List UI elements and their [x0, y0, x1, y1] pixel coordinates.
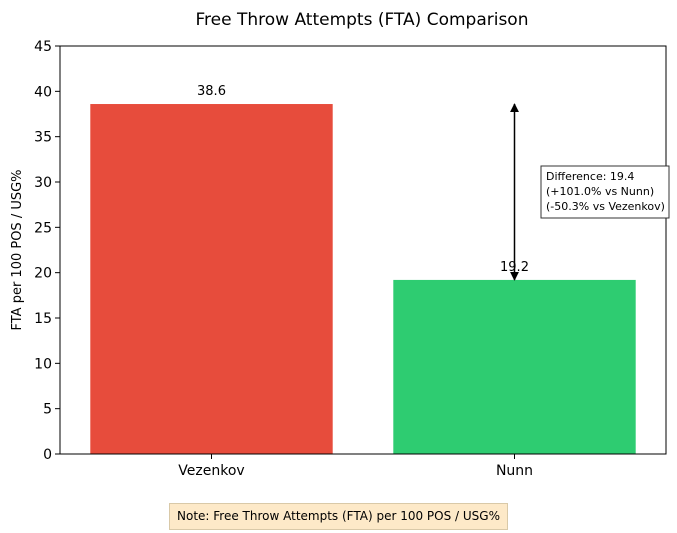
annotation-line-1: Difference: 19.4	[546, 170, 634, 183]
annotation-line-2: (+101.0% vs Nunn)	[546, 185, 654, 198]
y-tick-label: 5	[43, 402, 52, 418]
annotation-box	[540, 165, 670, 219]
bar-value-label: 38.6	[197, 84, 226, 99]
y-tick-label: 40	[34, 84, 52, 100]
x-tick-label: Nunn	[496, 463, 533, 479]
y-tick-label: 20	[34, 266, 52, 282]
bars: 38.619.2	[90, 84, 636, 454]
x-tick-label: Vezenkov	[178, 463, 244, 479]
chart-title: Free Throw Attempts (FTA) Comparison	[196, 10, 529, 30]
difference-annotation: Difference: 19.4 (+101.0% vs Nunn) (-50.…	[540, 165, 670, 219]
y-tick-label: 30	[34, 175, 52, 191]
y-tick-label: 45	[34, 39, 52, 55]
y-tick-label: 35	[34, 130, 52, 146]
annotation-line-3: (-50.3% vs Vezenkov)	[546, 200, 665, 213]
plot-frame	[59, 45, 667, 455]
y-tick-label: 15	[34, 311, 52, 327]
y-tick-label: 10	[34, 356, 52, 372]
note-box: Note: Free Throw Attempts (FTA) per 100 …	[169, 503, 509, 530]
bar-vezenkov	[90, 104, 333, 454]
bar-chart: Free Throw Attempts (FTA) Comparison FTA…	[10, 10, 670, 479]
x-axis: Vezenkov Nunn	[178, 454, 533, 479]
y-axis: 0 5 10 15 20 25 30 35 40 45	[34, 39, 60, 463]
y-axis-label: FTA per 100 POS / USG%	[10, 169, 25, 330]
bar-nunn	[393, 279, 636, 454]
y-tick-label: 0	[43, 447, 52, 463]
y-tick-label: 25	[34, 220, 52, 236]
